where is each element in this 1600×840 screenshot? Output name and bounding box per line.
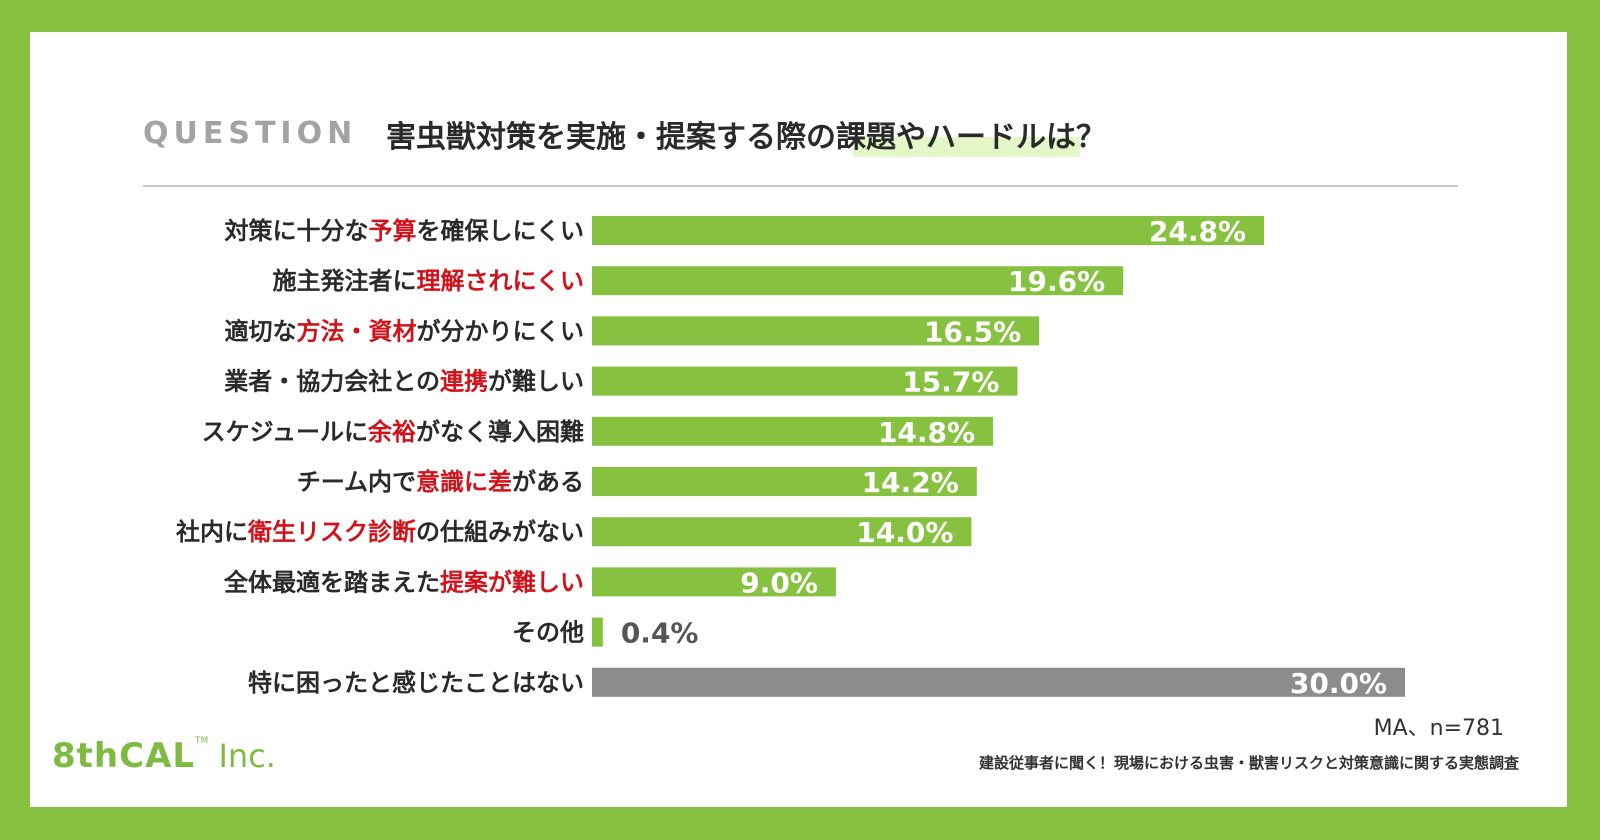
logo-wordmark: 8thCAL bbox=[52, 736, 196, 776]
bar-3 bbox=[592, 316, 1040, 346]
company-logo: 8thCALTM Inc. bbox=[52, 736, 276, 776]
value-label-8: 9.0% bbox=[740, 566, 818, 599]
bar-1 bbox=[592, 216, 1265, 245]
value-label-7: 14.0% bbox=[856, 516, 953, 549]
bar-8 bbox=[592, 567, 836, 597]
value-label-1: 24.8% bbox=[1149, 215, 1246, 248]
category-label-10: 特に困ったと感じたことはない bbox=[248, 669, 584, 697]
value-label-10: 30.0% bbox=[1290, 667, 1387, 700]
category-label-3: 適切な方法・資材が分かりにくい bbox=[224, 317, 584, 345]
category-label-6: チーム内で意識に差がある bbox=[297, 468, 584, 496]
bar-5 bbox=[592, 416, 994, 446]
category-label-4: 業者・協力会社との連携が難しい bbox=[224, 368, 584, 396]
value-label-9: 0.4% bbox=[621, 617, 699, 650]
question-highlight bbox=[853, 137, 1080, 157]
category-label-2: 施主発注者に理解されにくい bbox=[272, 267, 584, 295]
logo-suffix: Inc. bbox=[208, 737, 276, 775]
value-label-2: 19.6% bbox=[1008, 265, 1105, 298]
question-divider bbox=[143, 185, 1458, 187]
question-text: 害虫獣対策を実施・提案する際の課題やハードルは？ bbox=[386, 120, 1106, 155]
sample-note: MA、n=781 bbox=[1373, 716, 1504, 741]
survey-title: 建設従事者に聞く！現場における虫害・獣害リスクと対策意識に関する実態調査 bbox=[978, 754, 1519, 772]
question-label: QUESTION bbox=[143, 116, 358, 151]
bar-chart: 対策に十分な予算を確保しにくい 24.8% 施主発注者に理解されにくい 19.6% 適切… bbox=[176, 215, 1405, 700]
value-label-3: 16.5% bbox=[924, 315, 1021, 348]
bar-4 bbox=[592, 366, 1018, 396]
bar-9 bbox=[592, 617, 603, 647]
chart-card: QUESTION 害虫獣対策を実施・提案する際の課題やハードルは？ 対策に十分な… bbox=[30, 32, 1567, 807]
bar-2 bbox=[592, 266, 1124, 296]
value-label-4: 15.7% bbox=[902, 366, 999, 399]
logo-trademark: TM bbox=[195, 736, 209, 746]
bar-7 bbox=[592, 517, 972, 547]
category-label-7: 社内に衛生リスク診断の仕組みがない bbox=[176, 518, 584, 546]
category-label-9: その他 bbox=[512, 619, 584, 647]
bar-10 bbox=[592, 667, 1405, 697]
value-label-6: 14.2% bbox=[862, 466, 959, 499]
value-label-5: 14.8% bbox=[878, 416, 975, 449]
category-label-5: スケジュールに余裕がなく導入困難 bbox=[202, 418, 584, 446]
category-label-1: 対策に十分な予算を確保しにくい bbox=[224, 217, 584, 245]
category-label-8: 全体最適を踏まえた提案が難しい bbox=[223, 568, 584, 596]
bar-6 bbox=[592, 467, 977, 496]
